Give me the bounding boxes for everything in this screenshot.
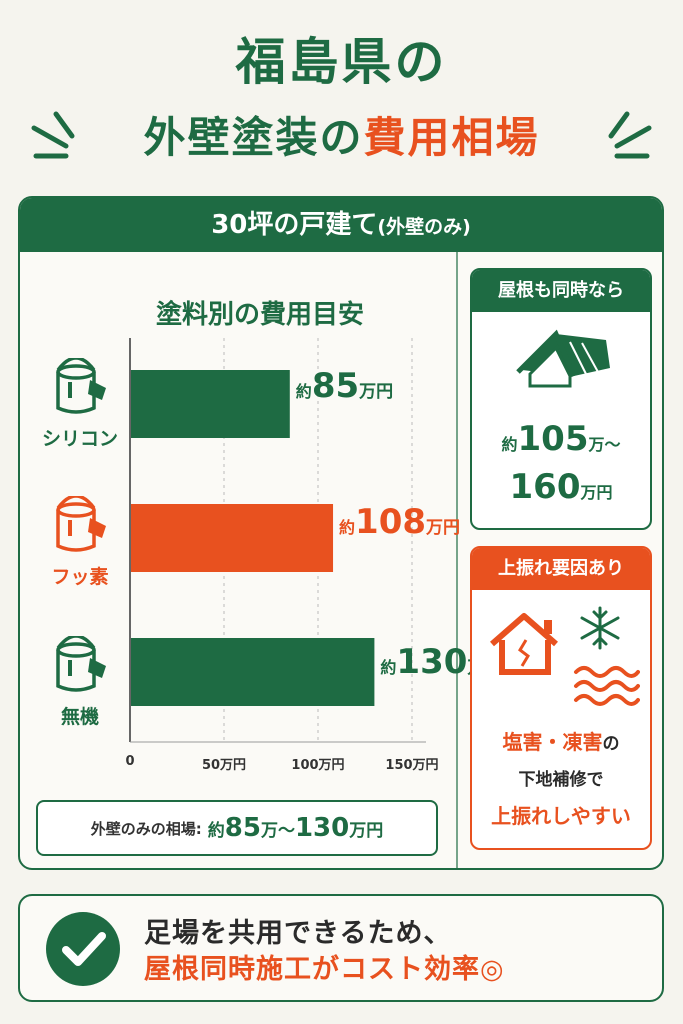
summary-unit: 万円 (349, 821, 384, 841)
page-subtitle: 外壁塗装の費用相場 (0, 104, 683, 165)
bar-value-number: 85 (311, 366, 360, 406)
summary-box: 外壁のみの相場: 約85万〜130万円 (36, 800, 438, 856)
x-tick-label: 100万円 (291, 758, 345, 773)
bar-value-prefix: 約 (295, 382, 312, 401)
cost-card: 30坪の戸建て(外壁のみ) 塗料別の費用目安 シリコン フッ素 無機 約85万円… (18, 196, 664, 870)
summary-label: 外壁のみの相場: (90, 819, 202, 838)
check-circle-icon (46, 912, 120, 986)
roof-price-line1: 約105万〜 (472, 418, 650, 466)
roof-price-mid: 万〜 (588, 435, 621, 454)
category-label-fluorine: フッ素 (51, 566, 109, 588)
left-sparkle-icon (31, 111, 75, 159)
risk-line-3: 上振れしやすい (491, 804, 631, 828)
risk-line-2: 下地補修で (518, 770, 604, 790)
bar-value-label: 約130万円 (380, 642, 501, 682)
subtitle-part-2: 費用相場 (363, 113, 540, 162)
card-header: 30坪の戸建て(外壁のみ) (20, 198, 662, 252)
summary-value: 約85万〜130万円 (208, 813, 383, 843)
bar (131, 504, 334, 572)
column-divider (456, 252, 458, 868)
bottom-line-1: 足場を共用できるため、 (144, 918, 452, 949)
right-sparkle-icon (608, 111, 652, 159)
paint-can-icon (56, 358, 106, 414)
card-header-sub: (外壁のみ) (377, 216, 471, 238)
bar-value-prefix: 約 (339, 518, 356, 537)
damaged-house-icon (490, 613, 558, 675)
roof-price-prefix: 約 (501, 435, 518, 454)
bottom-callout: 足場を共用できるため、 屋根同時施工がコスト効率◎ (18, 894, 664, 1002)
x-tick-label: 150万円 (385, 758, 439, 773)
risk-text: 塩害・凍害の 下地補修で 上振れしやすい (472, 724, 650, 834)
bar-value-number: 130 (396, 642, 468, 682)
roof-price-unit: 万円 (580, 483, 613, 502)
roof-price-line2: 160万円 (472, 466, 650, 514)
roof-price: 約105万〜 160万円 (472, 418, 650, 514)
roof-price-low: 105 (517, 419, 589, 459)
roof-price-high: 160 (509, 467, 581, 507)
summary-mid: 万〜 (260, 821, 295, 841)
risk-line-1: 塩害・凍害の (472, 724, 650, 762)
bottom-text: 足場を共用できるため、 屋根同時施工がコスト効率◎ (144, 916, 505, 988)
chart-title: 塗料別の費用目安 (155, 300, 364, 330)
bar-value-label: 約108万円 (339, 502, 460, 542)
summary-low: 85 (224, 813, 261, 843)
risk-line-1-main: 塩害・凍害 (502, 730, 603, 754)
bar-value-prefix: 約 (380, 658, 397, 677)
bar-chart (129, 338, 426, 743)
subtitle-part-1: 外壁塗装の (143, 113, 364, 162)
page-title: 福島県の (235, 33, 448, 91)
category-label-inorganic: 無機 (60, 706, 99, 728)
bar (131, 370, 290, 438)
bar-value-label: 約85万円 (296, 366, 393, 406)
x-tick-label: 0 (125, 754, 135, 769)
card-header-main: 30坪の戸建て (211, 210, 378, 240)
summary-prefix: 約 (207, 821, 225, 841)
paint-can-icon (56, 636, 106, 692)
bottom-line-2: 屋根同時施工がコスト効率◎ (144, 954, 505, 985)
bar-value-unit: 万円 (359, 382, 394, 402)
summary-high: 130 (294, 813, 350, 843)
risk-line-1-suffix: の (602, 734, 620, 754)
roof-icon (516, 329, 610, 388)
bar-value-number: 108 (355, 502, 427, 542)
bar-value-unit: 万円 (426, 518, 461, 538)
roof-price-box: 屋根も同時なら 約105万〜 160万円 (470, 268, 652, 530)
snowflake-icon (580, 606, 620, 650)
paint-can-icon (56, 496, 106, 552)
x-tick-label: 50万円 (201, 758, 247, 773)
waves-icon (574, 666, 640, 706)
roof-box-header: 屋根も同時なら (472, 270, 650, 312)
category-label-silicon: シリコン (41, 428, 118, 450)
risk-box-header: 上振れ要因あり (472, 548, 650, 590)
bar (131, 638, 375, 706)
risk-box: 上振れ要因あり 塩害・凍害の 下地補修で 上振れしやすい (470, 546, 652, 850)
